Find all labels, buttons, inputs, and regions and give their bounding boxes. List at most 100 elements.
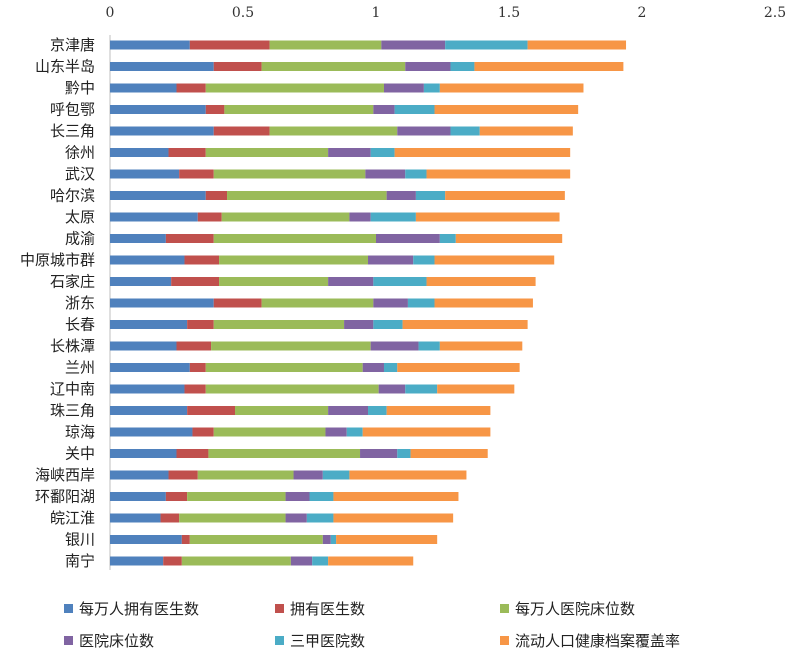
bar-segment bbox=[416, 213, 560, 222]
category-label: 皖江淮 bbox=[50, 509, 95, 527]
bar-segment bbox=[214, 170, 366, 179]
bar-segment bbox=[110, 406, 187, 415]
bar-segment bbox=[270, 127, 398, 136]
bar-segment bbox=[405, 385, 437, 394]
bar-segment bbox=[110, 277, 171, 286]
category-label: 关中 bbox=[65, 445, 95, 463]
bar-segment bbox=[363, 428, 491, 437]
bar-segment bbox=[110, 299, 214, 308]
bar-segment bbox=[177, 449, 209, 458]
bar-segment bbox=[323, 471, 350, 480]
bar-segment bbox=[227, 191, 387, 200]
bar-segment bbox=[379, 385, 406, 394]
bar-segment bbox=[214, 428, 326, 437]
bar-segment bbox=[110, 127, 214, 136]
x-tick-label: 0.5 bbox=[232, 5, 254, 21]
bar-segment bbox=[206, 191, 227, 200]
bar-segment bbox=[365, 170, 405, 179]
bars bbox=[110, 41, 626, 566]
bar-segment bbox=[323, 535, 331, 544]
legend-swatch bbox=[500, 604, 509, 613]
bar-segment bbox=[110, 256, 184, 265]
legend-swatch bbox=[64, 604, 73, 613]
bar-segment bbox=[450, 62, 474, 71]
category-label: 珠三角 bbox=[50, 402, 95, 420]
bar-segment bbox=[371, 342, 419, 351]
bar-segment bbox=[110, 84, 177, 93]
bar-segment bbox=[371, 148, 395, 157]
bar-segment bbox=[190, 535, 323, 544]
bar-segment bbox=[206, 105, 225, 114]
category-labels: 京津唐山东半岛黔中呼包鄂长三角徐州武汉哈尔滨太原成渝中原城市群石家庄浙东长春长株… bbox=[20, 36, 95, 570]
x-tick-label: 0 bbox=[106, 5, 115, 21]
category-label: 太原 bbox=[65, 208, 95, 226]
bar-segment bbox=[206, 385, 379, 394]
bar-segment bbox=[110, 148, 169, 157]
bar-segment bbox=[110, 62, 214, 71]
bar-segment bbox=[349, 213, 370, 222]
category-label: 哈尔滨 bbox=[50, 187, 95, 205]
legend-item: 流动人口健康档案覆盖率 bbox=[500, 630, 680, 651]
bar-segment bbox=[110, 191, 206, 200]
bar-segment bbox=[349, 471, 466, 480]
bar-segment bbox=[169, 148, 206, 157]
bar-segment bbox=[384, 363, 397, 372]
category-label: 中原城市群 bbox=[20, 251, 95, 269]
bar-segment bbox=[408, 299, 435, 308]
bar-segment bbox=[416, 191, 445, 200]
bar-segment bbox=[110, 471, 169, 480]
bar-segment bbox=[214, 320, 344, 329]
bar-segment bbox=[307, 514, 334, 523]
legend-item: 拥有医生数 bbox=[275, 598, 365, 619]
bar-segment bbox=[331, 535, 336, 544]
legend-label: 流动人口健康档案覆盖率 bbox=[515, 630, 680, 651]
bar-segment bbox=[179, 170, 214, 179]
bar-segment bbox=[182, 557, 291, 566]
category-label: 黔中 bbox=[65, 79, 95, 97]
bar-segment bbox=[413, 256, 434, 265]
bar-segment bbox=[211, 342, 371, 351]
bar-segment bbox=[219, 256, 368, 265]
bar-segment bbox=[262, 299, 374, 308]
bar-segment bbox=[445, 191, 565, 200]
bar-segment bbox=[387, 191, 416, 200]
bar-segment bbox=[440, 342, 522, 351]
x-tick-label: 1 bbox=[372, 5, 381, 21]
bar-segment bbox=[110, 170, 179, 179]
bar-segment bbox=[333, 514, 453, 523]
bar-segment bbox=[437, 385, 514, 394]
bar-segment bbox=[405, 62, 450, 71]
bar-segment bbox=[445, 41, 527, 50]
bar-segment bbox=[190, 41, 270, 50]
bar-segment bbox=[190, 363, 206, 372]
bar-segment bbox=[286, 514, 307, 523]
bar-segment bbox=[110, 492, 166, 501]
bar-segment bbox=[373, 299, 408, 308]
bar-segment bbox=[214, 234, 376, 243]
legend-item: 每万人医院床位数 bbox=[500, 598, 635, 619]
bar-segment bbox=[206, 363, 363, 372]
bar-segment bbox=[187, 406, 235, 415]
bar-segment bbox=[333, 492, 458, 501]
bar-segment bbox=[387, 406, 491, 415]
legend-label: 医院床位数 bbox=[79, 630, 154, 651]
category-label: 南宁 bbox=[65, 552, 95, 570]
bar-segment bbox=[110, 514, 161, 523]
bar-segment bbox=[456, 234, 562, 243]
bar-segment bbox=[171, 277, 219, 286]
legend-item: 医院床位数 bbox=[64, 630, 154, 651]
bar-segment bbox=[222, 213, 350, 222]
category-label: 长三角 bbox=[50, 122, 95, 140]
legend-label: 拥有医生数 bbox=[290, 598, 365, 619]
category-label: 琼海 bbox=[65, 423, 95, 441]
stacked-bar-chart: 0 0.5 1 1.5 2 2.5 京津唐山东半岛黔中呼包鄂长三角徐州武汉哈尔滨太原成渝中… bbox=[0, 0, 789, 590]
category-label: 浙东 bbox=[65, 294, 95, 312]
bar-segment bbox=[419, 342, 440, 351]
category-label: 辽中南 bbox=[50, 380, 95, 398]
bar-segment bbox=[405, 170, 426, 179]
bar-segment bbox=[325, 428, 346, 437]
bar-segment bbox=[262, 62, 406, 71]
category-label: 山东半岛 bbox=[35, 58, 95, 76]
bar-segment bbox=[435, 105, 579, 114]
bar-segment bbox=[161, 514, 180, 523]
